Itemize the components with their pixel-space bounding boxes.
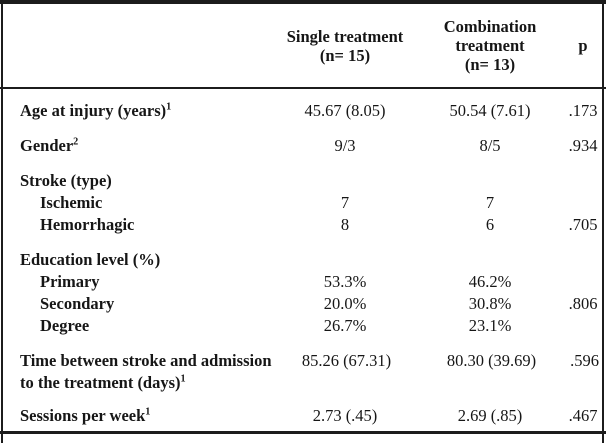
p-value: .596	[570, 351, 599, 370]
column-header-combination-treatment: Combination treatment (n= 13)	[420, 17, 560, 74]
table-row-stroke-type: Stroke (type)	[0, 170, 606, 192]
table-row-gender: Gender2 9/3 8/5 .934	[0, 135, 606, 157]
combination-treatment-label: Combination treatment	[443, 17, 537, 55]
column-header-p: p	[578, 36, 588, 55]
single-treatment-n: (n= 15)	[319, 45, 371, 65]
single-treatment-label: Single treatment	[286, 26, 404, 46]
single-treatment-value: 9/3	[334, 136, 356, 155]
p-value: .934	[568, 136, 598, 155]
combination-treatment-value: 6	[485, 215, 495, 234]
combination-treatment-value: 7	[485, 193, 495, 212]
p-value: .705	[568, 215, 598, 234]
table-row-age: Age at injury (years)1 45.67 (8.05) 50.5…	[0, 100, 606, 122]
row-label: Sessions per week1	[20, 406, 151, 425]
single-treatment-value: 45.67 (8.05)	[304, 101, 386, 120]
row-label: Ischemic	[40, 193, 103, 212]
row-label: Primary	[40, 272, 100, 291]
combination-treatment-value: 8/5	[479, 136, 501, 155]
row-label: Gender2	[20, 136, 79, 155]
table-bottom-border	[0, 431, 606, 434]
table-left-border	[1, 0, 3, 443]
table-header-row: Single treatment (n= 15) Combination tre…	[0, 4, 606, 87]
combination-treatment-value: 2.69 (.85)	[457, 406, 523, 425]
combination-treatment-n: (n= 13)	[464, 55, 516, 74]
table-row-education-level: Education level (%)	[0, 249, 606, 271]
table-row-secondary: Secondary 20.0% 30.8% .806	[0, 293, 606, 315]
header-separator-line	[0, 87, 606, 89]
table-row-sessions-per-week: Sessions per week1 2.73 (.45) 2.69 (.85)…	[0, 405, 606, 427]
column-header-single-treatment: Single treatment (n= 15)	[270, 27, 420, 65]
combination-treatment-value: 46.2%	[468, 272, 512, 291]
row-label: Age at injury (years)1	[20, 101, 172, 120]
table-row-ischemic: Ischemic 7 7	[0, 192, 606, 214]
row-label: Hemorrhagic	[40, 215, 135, 234]
footnote-marker: 1	[166, 101, 172, 113]
table-row-hemorrhagic: Hemorrhagic 8 6 .705	[0, 214, 606, 236]
row-label: Time between stroke and admission to the…	[20, 351, 272, 392]
row-label: Degree	[40, 316, 90, 335]
combination-treatment-value: 50.54 (7.61)	[449, 101, 531, 120]
table-row-degree: Degree 26.7% 23.1%	[0, 315, 606, 337]
row-label: Stroke (type)	[20, 171, 112, 190]
combination-treatment-value: 23.1%	[468, 316, 512, 335]
p-value: .806	[568, 294, 598, 313]
single-treatment-value: 7	[340, 193, 350, 212]
combination-treatment-value: 80.30 (39.69)	[446, 351, 537, 370]
single-treatment-value: 53.3%	[323, 272, 367, 291]
table-right-border	[602, 0, 604, 443]
row-label: Secondary	[40, 294, 115, 313]
single-treatment-value: 85.26 (67.31)	[301, 351, 392, 370]
footnote-marker: 1	[180, 373, 186, 385]
single-treatment-value: 2.73 (.45)	[312, 406, 378, 425]
p-value: .173	[568, 101, 598, 120]
single-treatment-value: 8	[340, 215, 350, 234]
footnote-marker: 1	[145, 406, 151, 418]
p-value: .467	[568, 406, 598, 425]
table-top-border	[0, 0, 606, 4]
single-treatment-value: 26.7%	[323, 316, 367, 335]
footnote-marker: 2	[73, 136, 79, 148]
table-row-time-to-treatment: Time between stroke and admission to the…	[0, 350, 606, 394]
combination-treatment-value: 30.8%	[468, 294, 512, 313]
single-treatment-value: 20.0%	[323, 294, 367, 313]
table-row-primary: Primary 53.3% 46.2%	[0, 271, 606, 293]
row-label: Education level (%)	[20, 250, 161, 269]
table-body: Age at injury (years)1 45.67 (8.05) 50.5…	[0, 89, 606, 427]
